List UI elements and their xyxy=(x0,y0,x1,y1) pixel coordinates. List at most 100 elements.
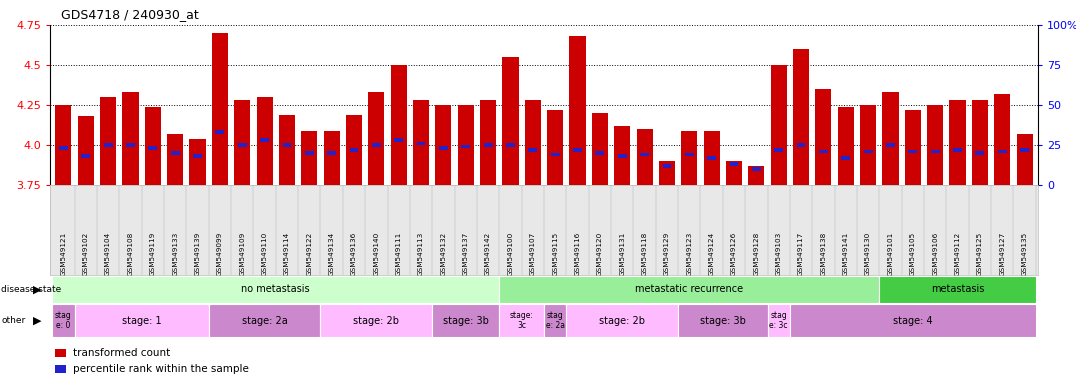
Bar xyxy=(394,139,404,142)
Bar xyxy=(841,156,850,160)
Text: stag
e: 3c: stag e: 3c xyxy=(769,311,788,330)
Text: GDS4718 / 240930_at: GDS4718 / 240930_at xyxy=(60,8,198,21)
Bar xyxy=(566,304,678,337)
Bar xyxy=(905,110,921,185)
Text: stag
e: 2a: stag e: 2a xyxy=(546,311,565,330)
Bar xyxy=(209,304,321,337)
Bar xyxy=(499,276,879,303)
Bar xyxy=(100,97,116,185)
Bar xyxy=(730,162,738,166)
Bar xyxy=(368,92,384,185)
Bar xyxy=(321,304,433,337)
Bar xyxy=(551,153,560,156)
Bar xyxy=(949,100,965,185)
Bar xyxy=(972,100,988,185)
Text: metastasis: metastasis xyxy=(931,285,985,295)
Text: stage: 3b: stage: 3b xyxy=(699,316,746,326)
Bar xyxy=(484,143,493,147)
Bar xyxy=(838,107,854,185)
Bar xyxy=(886,143,895,147)
Bar xyxy=(238,143,246,147)
Bar xyxy=(953,148,962,152)
Text: stage: 1: stage: 1 xyxy=(122,316,161,326)
Text: stage: 2b: stage: 2b xyxy=(599,316,646,326)
Bar xyxy=(324,131,340,185)
Bar xyxy=(171,151,180,155)
Bar xyxy=(684,153,694,156)
Text: other: other xyxy=(1,316,26,325)
Bar xyxy=(528,148,537,152)
Bar xyxy=(123,92,139,185)
Bar xyxy=(126,143,134,147)
Bar xyxy=(816,89,832,185)
Bar xyxy=(145,107,161,185)
Bar xyxy=(976,151,985,155)
Bar xyxy=(614,126,631,185)
Bar xyxy=(908,150,917,153)
Bar xyxy=(55,105,71,185)
Bar xyxy=(525,100,541,185)
Bar xyxy=(74,304,209,337)
Bar xyxy=(637,129,653,185)
Bar xyxy=(659,161,675,185)
Bar xyxy=(860,105,876,185)
Text: no metastasis: no metastasis xyxy=(241,285,310,295)
Bar xyxy=(212,33,228,185)
Bar xyxy=(663,164,671,167)
Bar xyxy=(499,304,544,337)
Bar xyxy=(928,105,944,185)
Bar xyxy=(678,304,767,337)
Bar xyxy=(462,145,470,148)
Bar xyxy=(547,110,563,185)
Bar xyxy=(235,100,251,185)
Bar xyxy=(260,139,269,142)
Bar xyxy=(592,113,608,185)
Bar xyxy=(770,65,787,185)
Bar xyxy=(748,166,764,185)
Bar xyxy=(215,131,224,134)
Bar xyxy=(167,134,183,185)
Bar xyxy=(416,142,425,145)
Bar xyxy=(864,150,873,153)
Bar xyxy=(569,36,585,185)
Bar xyxy=(1017,134,1033,185)
Bar xyxy=(350,148,358,152)
Bar xyxy=(793,49,809,185)
Bar xyxy=(879,276,1036,303)
Bar xyxy=(726,161,742,185)
Text: ▶: ▶ xyxy=(33,316,41,326)
Text: disease state: disease state xyxy=(1,285,61,294)
Text: percentile rank within the sample: percentile rank within the sample xyxy=(72,364,249,374)
Bar xyxy=(301,131,317,185)
Text: transformed count: transformed count xyxy=(72,348,170,358)
Bar xyxy=(882,92,898,185)
Bar xyxy=(346,114,362,185)
Bar xyxy=(1020,148,1029,152)
Bar xyxy=(82,154,90,158)
Bar xyxy=(457,105,473,185)
Bar xyxy=(931,150,939,153)
Bar xyxy=(618,154,626,158)
Bar xyxy=(595,151,605,155)
Bar xyxy=(502,57,519,185)
Bar xyxy=(77,116,94,185)
Text: stage: 2a: stage: 2a xyxy=(242,316,287,326)
Bar xyxy=(819,150,827,153)
Bar xyxy=(279,114,295,185)
Bar xyxy=(59,146,68,150)
Bar xyxy=(53,304,74,337)
Text: stage:
3c: stage: 3c xyxy=(510,311,534,330)
Bar xyxy=(997,150,1007,153)
Bar xyxy=(436,105,452,185)
Bar xyxy=(681,131,697,185)
Bar xyxy=(413,100,429,185)
Bar xyxy=(707,156,716,160)
Bar xyxy=(433,304,499,337)
Bar xyxy=(574,148,582,152)
Bar xyxy=(103,143,113,147)
Text: stage: 4: stage: 4 xyxy=(893,316,933,326)
Text: ▶: ▶ xyxy=(33,285,41,295)
Bar xyxy=(148,146,157,150)
Text: metastatic recurrence: metastatic recurrence xyxy=(635,285,744,295)
Bar xyxy=(544,304,566,337)
